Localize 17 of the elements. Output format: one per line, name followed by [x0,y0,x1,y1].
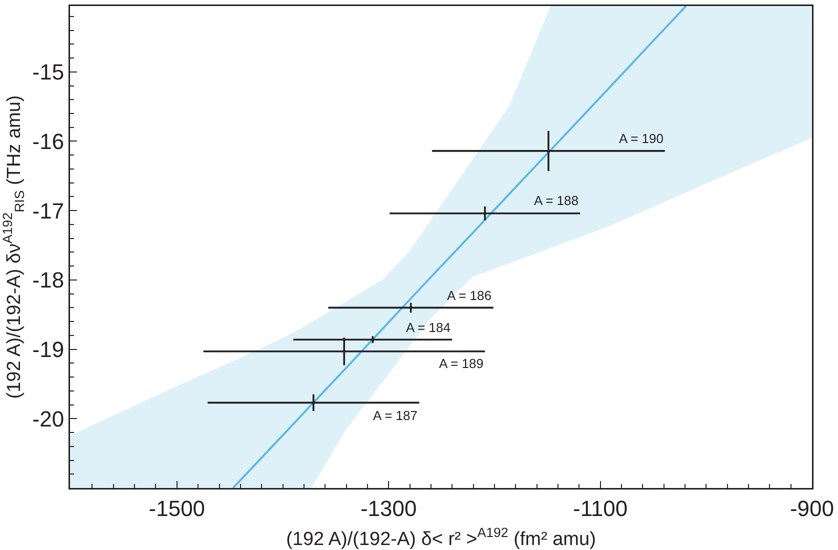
x-tick-label: -900 [790,496,834,521]
annotation: A = 190 [619,131,664,146]
x-axis-title: (192 A)/(192-A) δ< r² >$^{A192}$ (fm² amu) [286,525,596,550]
y-tick-label: -19 [32,336,64,362]
annotation: A = 186 [447,288,492,303]
y-tick-label: -16 [32,128,64,154]
annotation: A = 187 [373,408,418,423]
annotation: A = 189 [439,356,484,371]
y-tick-label: -20 [32,406,64,432]
y-tick-label: -18 [32,268,64,293]
x-tick-label: -1100 [572,496,628,521]
x-tick-label: -1500 [148,496,206,521]
y-tick-label: -17 [32,198,64,224]
x-tick-label: -1300 [360,496,417,521]
y-tick-label: -15 [32,60,64,85]
annotation: A = 184 [406,320,450,335]
annotation: A = 188 [534,193,578,208]
